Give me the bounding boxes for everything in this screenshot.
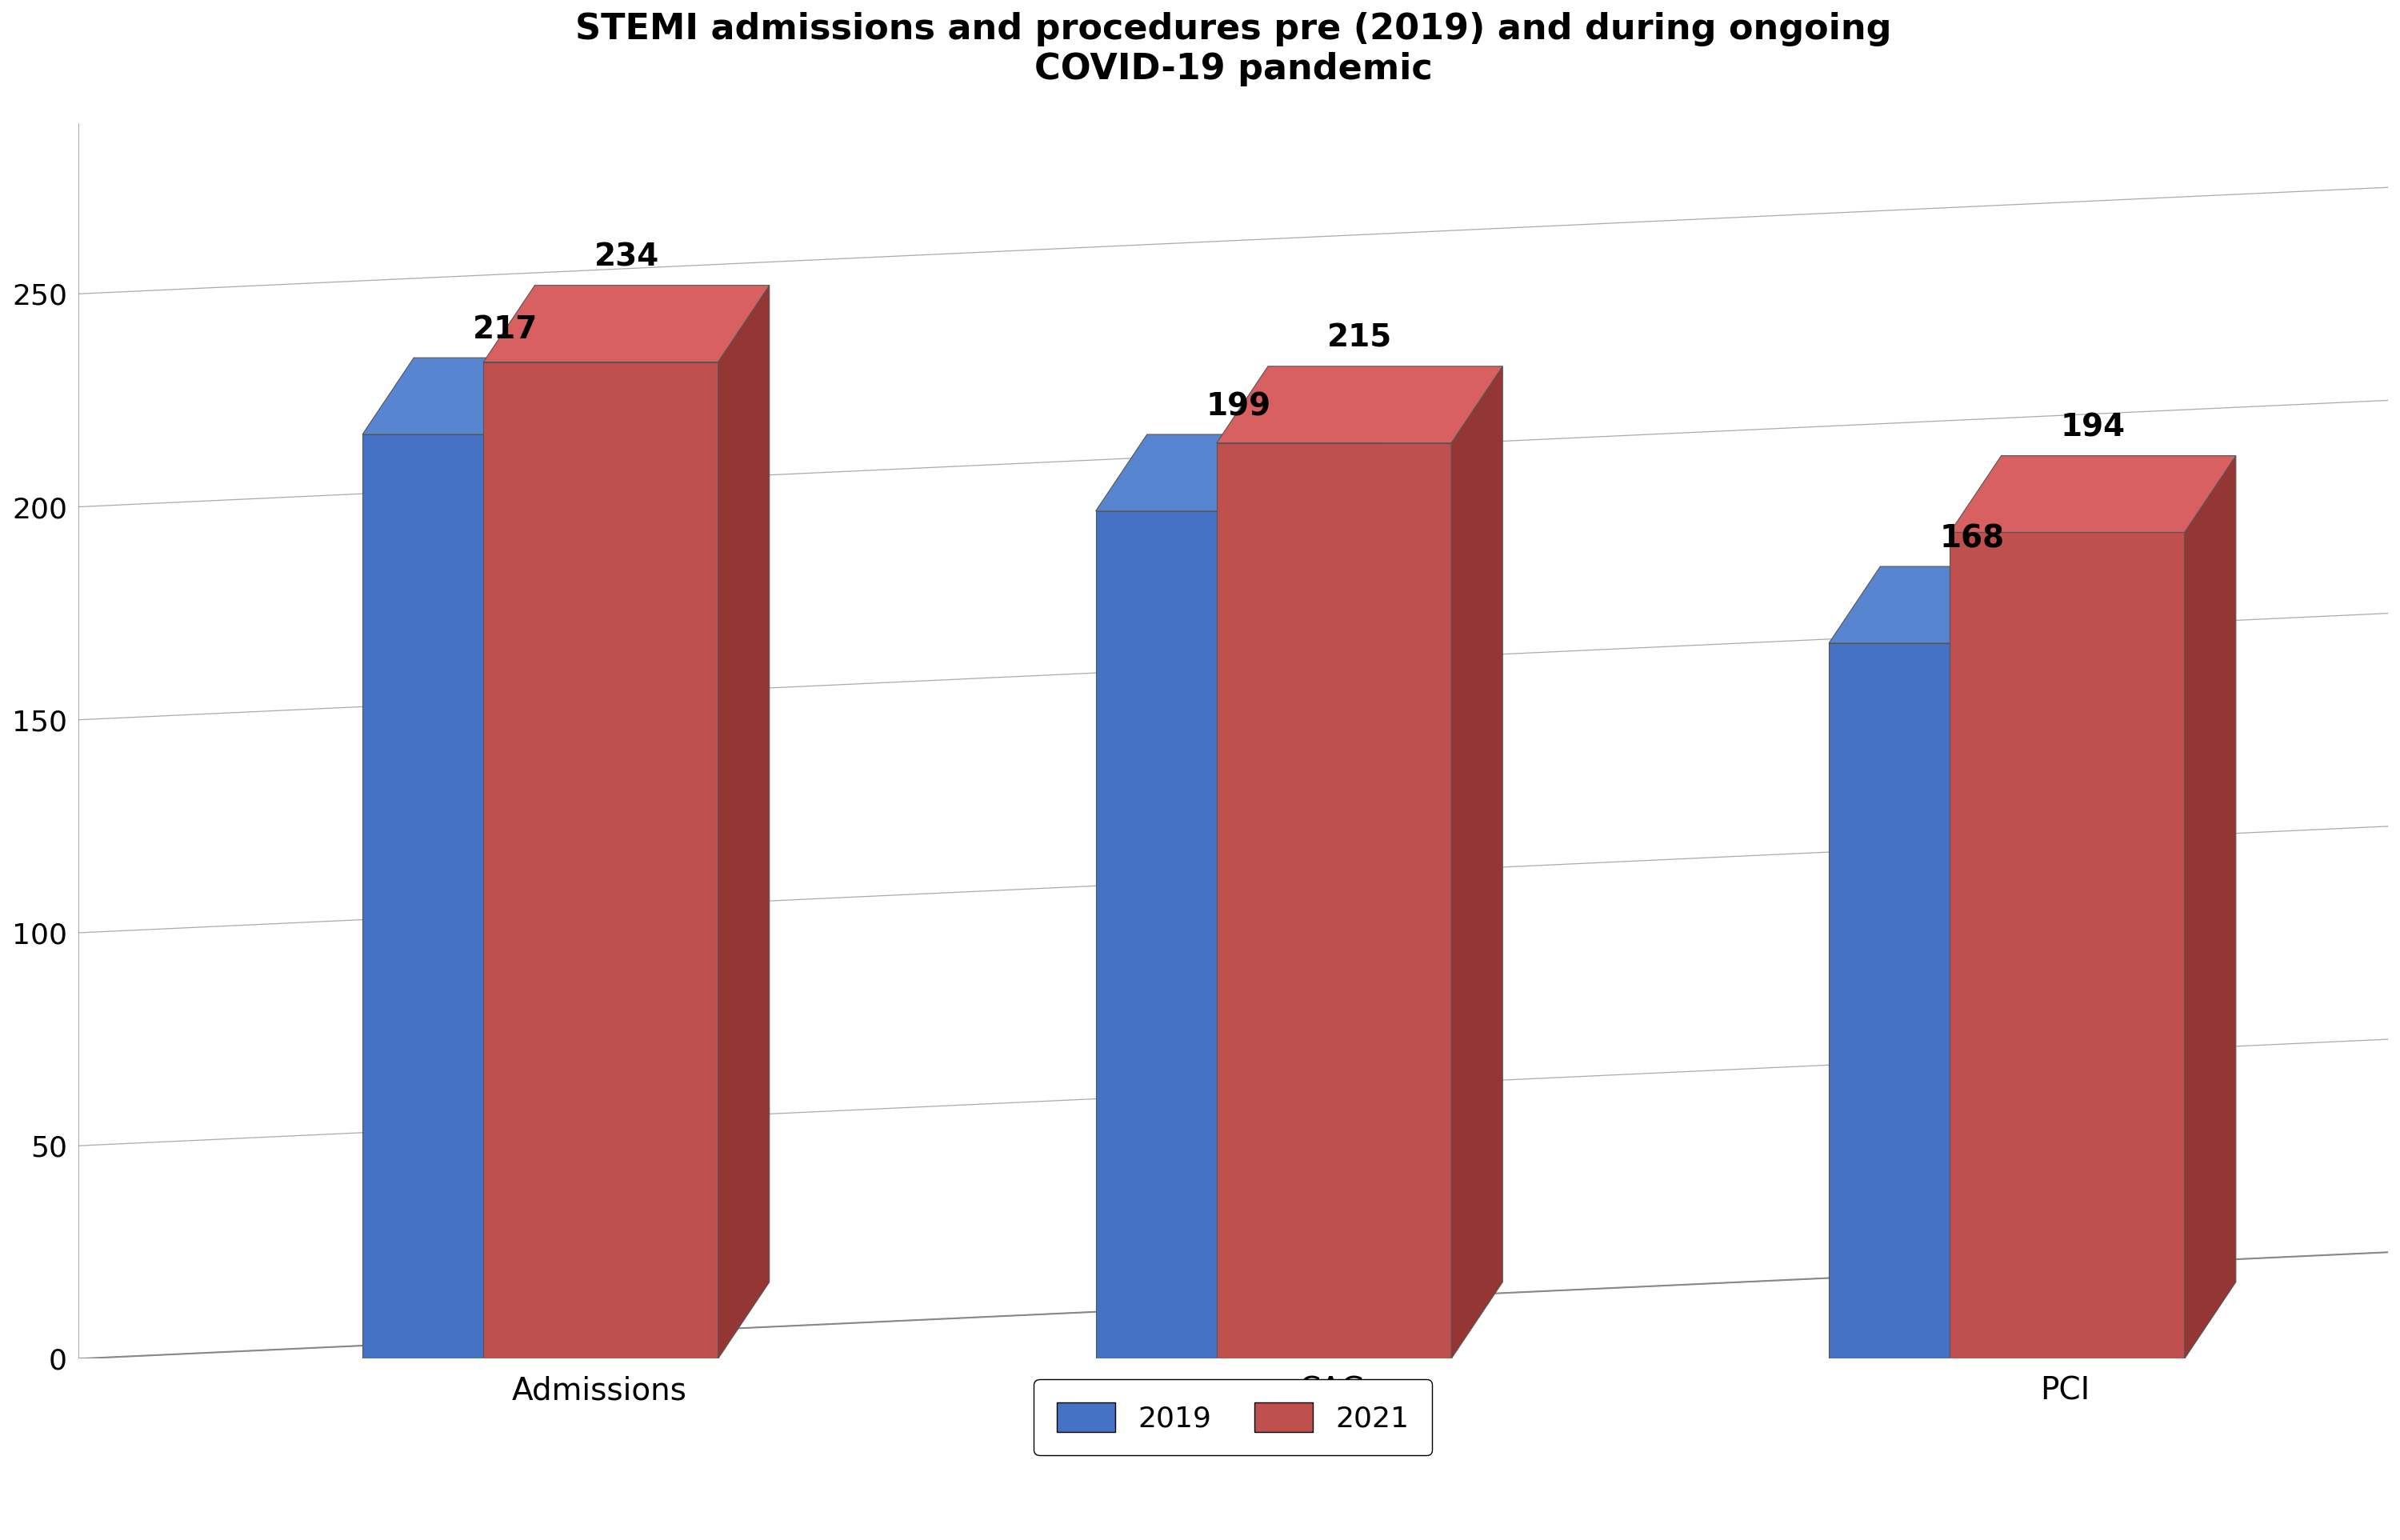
- Polygon shape: [1217, 444, 1452, 1358]
- Polygon shape: [1330, 434, 1382, 1358]
- Text: 199: 199: [1207, 391, 1272, 422]
- Text: 168: 168: [1939, 524, 2004, 554]
- Text: 234: 234: [593, 242, 660, 273]
- Polygon shape: [598, 357, 648, 1358]
- Title: STEMI admissions and procedures pre (2019) and during ongoing
COVID-19 pandemic: STEMI admissions and procedures pre (201…: [576, 12, 1891, 86]
- Polygon shape: [1097, 434, 1382, 511]
- Polygon shape: [1452, 367, 1502, 1358]
- Polygon shape: [1217, 367, 1502, 444]
- Text: 194: 194: [2062, 413, 2126, 444]
- Polygon shape: [2184, 456, 2237, 1358]
- Polygon shape: [1949, 456, 2237, 533]
- Polygon shape: [482, 285, 770, 362]
- Polygon shape: [1097, 511, 1330, 1358]
- Polygon shape: [718, 285, 770, 1358]
- Polygon shape: [1829, 644, 2064, 1358]
- Polygon shape: [2064, 567, 2114, 1358]
- Polygon shape: [362, 434, 598, 1358]
- Text: 217: 217: [473, 314, 538, 345]
- Polygon shape: [1949, 533, 2184, 1358]
- Legend: 2019, 2021: 2019, 2021: [1034, 1380, 1433, 1455]
- Polygon shape: [1829, 567, 2114, 644]
- Polygon shape: [482, 362, 718, 1358]
- Text: 215: 215: [1327, 323, 1392, 354]
- Polygon shape: [362, 357, 648, 434]
